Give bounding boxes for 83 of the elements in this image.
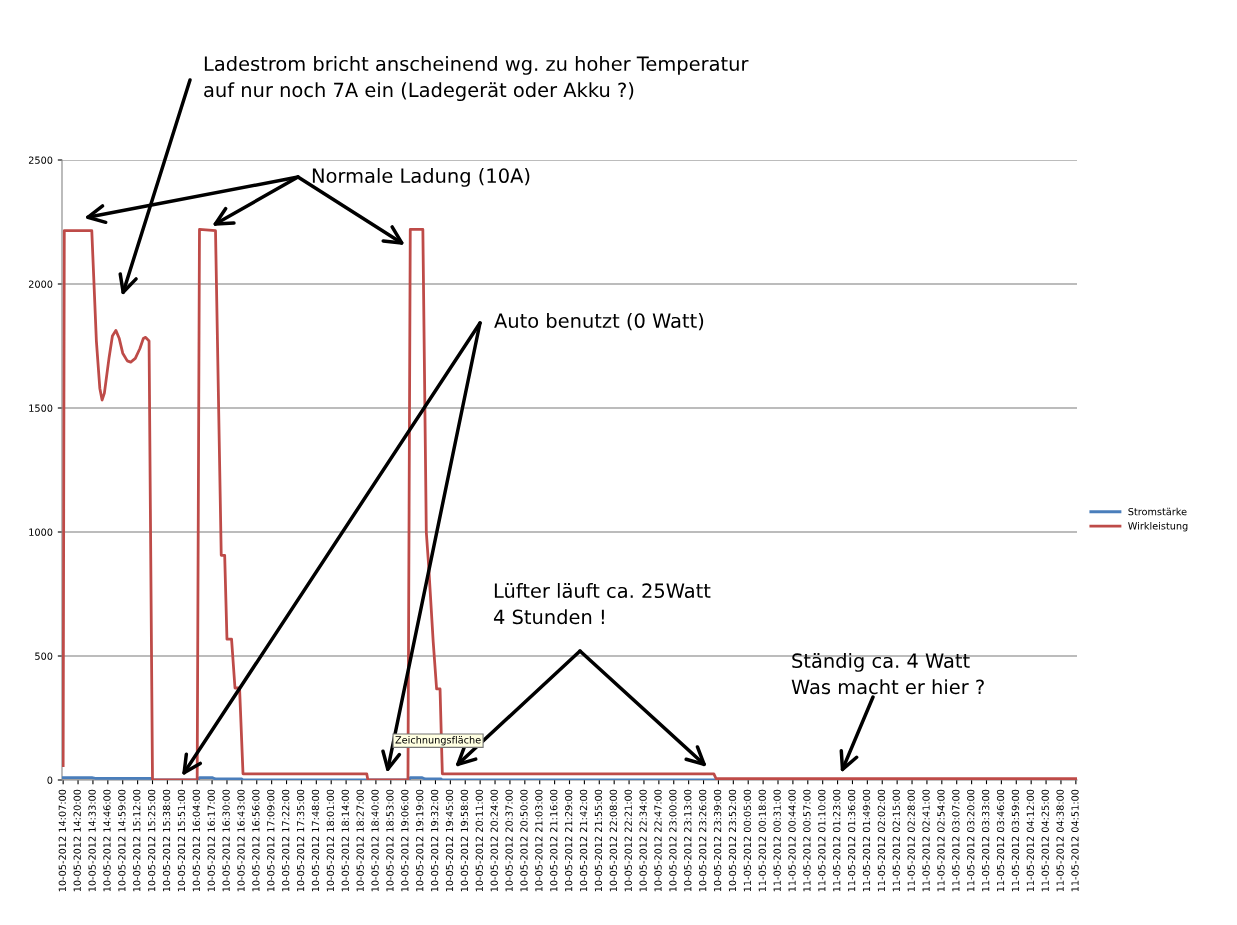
x-tick-label: 10-05-2012 15:12:00	[133, 789, 141, 892]
y-tick-label: 0	[47, 776, 53, 784]
x-tick-label: 11-05-2012 02:41:00	[922, 789, 930, 892]
x-tick-label: 11-05-2012 03:33:00	[981, 789, 990, 892]
x-tick-label: 10-05-2012 16:43:00	[237, 789, 245, 892]
x-tick-label: 10-05-2012 18:40:00	[371, 789, 379, 892]
x-tick-label: 11-05-2012 04:12:00	[1026, 789, 1034, 892]
x-tick-label: 11-05-2012 04:38:00	[1056, 789, 1064, 892]
x-tick-label: 10-05-2012 22:47:00	[654, 789, 662, 892]
x-tick-label: 11-05-2012 01:49:00	[862, 789, 871, 892]
annotation: Auto benutzt (0 Watt)	[494, 313, 704, 331]
x-tick-label: 10-05-2012 14:07:00	[58, 789, 66, 892]
x-tick-label: 10-05-2012 22:08:00	[609, 789, 617, 892]
y-tick-label: 2000	[28, 280, 53, 288]
x-tick-label: 10-05-2012 20:11:00	[475, 789, 483, 892]
x-tick-label: 10-05-2012 23:00:00	[669, 789, 677, 892]
x-tick-label: 10-05-2012 18:14:00	[341, 789, 349, 892]
x-tick-label: 11-05-2012 04:25:00	[1041, 789, 1049, 892]
x-tick-label: 11-05-2012 03:07:00	[952, 789, 960, 892]
x-tick-label: 10-05-2012 23:52:00	[728, 789, 737, 892]
x-tick-label: 10-05-2012 19:45:00	[445, 789, 454, 892]
x-tick-label: 11-05-2012 03:59:00	[1011, 789, 1020, 892]
x-tick-label: 10-05-2012 14:46:00	[103, 789, 111, 892]
x-tick-label: 10-05-2012 21:29:00	[564, 789, 573, 892]
annotation: Normale Ladung (10A)	[312, 168, 530, 187]
x-tick-label: 10-05-2012 19:06:00	[401, 789, 409, 892]
x-tick-label: 10-05-2012 21:55:00	[594, 789, 603, 892]
x-tick-label: 10-05-2012 17:09:00	[267, 789, 275, 892]
x-tick-label: 10-05-2012 16:30:00	[222, 789, 230, 892]
x-tick-label: 10-05-2012 19:19:00	[416, 789, 424, 892]
y-tick-label: 2500	[28, 156, 53, 164]
x-tick-label: 10-05-2012 20:24:00	[490, 789, 498, 892]
x-tick-label: 10-05-2012 22:34:00	[639, 789, 647, 892]
x-tick-label: 11-05-2012 02:28:00	[907, 789, 915, 892]
x-tick-label: 11-05-2012 00:44:00	[788, 789, 796, 892]
y-tick-label: 500	[35, 652, 53, 660]
x-tick-label: 10-05-2012 18:53:00	[386, 789, 394, 892]
x-tick-label: 10-05-2012 16:04:00	[192, 789, 200, 892]
x-tick-label: 10-05-2012 21:16:00	[550, 789, 558, 892]
x-tick-label: 11-05-2012 03:46:00	[996, 789, 1005, 892]
x-tick-label: 10-05-2012 22:21:00	[624, 789, 632, 892]
x-tick-label: 11-05-2012 01:10:00	[818, 789, 826, 892]
x-tick-label: 11-05-2012 04:51:00	[1071, 789, 1079, 892]
x-tick-label: 10-05-2012 17:48:00	[311, 789, 320, 892]
legend-label: Stromstärke	[1128, 507, 1187, 516]
x-tick-label: 10-05-2012 14:20:00	[73, 789, 81, 892]
x-tick-label: 11-05-2012 00:57:00	[803, 789, 811, 892]
x-tick-label: 10-05-2012 15:38:00	[162, 789, 171, 892]
x-tick-label: 10-05-2012 23:13:00	[684, 789, 692, 892]
x-tick-label: 11-05-2012 02:15:00	[892, 789, 900, 892]
x-tick-label: 10-05-2012 21:03:00	[535, 789, 543, 892]
x-tick-label: 10-05-2012 14:33:00	[88, 789, 96, 892]
x-tick-label: 10-05-2012 20:50:00	[520, 789, 528, 892]
x-tick-label: 10-05-2012 14:59:00	[118, 789, 126, 892]
x-tick-label: 11-05-2012 01:36:00	[847, 789, 856, 892]
x-tick-label: 10-05-2012 16:17:00	[207, 789, 215, 892]
text: Ladestrom bricht anscheinend wg. zu hoher Temperatur auf nur noch 7A ein (Ladegerät oder Akku ?)	[204, 56, 749, 102]
x-tick-label: 11-05-2012 01:23:00	[833, 789, 841, 892]
x-tick-label: 11-05-2012 00:31:00	[773, 789, 781, 892]
x-tick-label: 10-05-2012 16:56:00	[252, 789, 260, 892]
x-tick-label: 10-05-2012 20:37:00	[505, 789, 513, 892]
x-tick-label: 11-05-2012 00:05:00	[743, 789, 752, 892]
x-tick-label: 10-05-2012 23:26:00	[699, 789, 707, 892]
legend-label: Wirkleistung	[1128, 522, 1188, 532]
x-tick-label: 10-05-2012 17:35:00	[296, 789, 305, 892]
annotation: Ständig ca. 4 Watt Was macht er hier ?	[791, 653, 984, 695]
x-tick-label: 10-05-2012 17:22:00	[282, 789, 290, 892]
x-tick-label: 10-05-2012 15:25:00	[147, 789, 156, 892]
x-tick-label: 11-05-2012 03:20:00	[967, 789, 975, 892]
x-tick-label: 10-05-2012 19:32:00	[430, 789, 439, 892]
x-tick-label: 11-05-2012 02:54:00	[937, 789, 945, 892]
x-tick-label: 10-05-2012 15:51:00	[177, 789, 186, 892]
x-tick-label: 11-05-2012 00:18:00	[758, 789, 766, 892]
annotation: Zeichnungsfläche	[395, 736, 481, 746]
annotation: Lüfter läuft ca. 25Watt 4 Stunden !	[493, 583, 711, 625]
x-tick-label: 10-05-2012 19:58:00	[460, 789, 469, 892]
y-tick-label: 1000	[29, 528, 53, 536]
x-tick-label: 10-05-2012 18:01:00	[326, 789, 335, 892]
y-tick-label: 1500	[29, 404, 53, 412]
x-tick-label: 11-05-2012 02:02:00	[877, 789, 886, 892]
x-tick-label: 10-05-2012 21:42:00	[579, 789, 588, 892]
x-tick-label: 10-05-2012 18:27:00	[356, 789, 364, 892]
x-tick-label: 10-05-2012 23:39:00	[713, 789, 722, 892]
